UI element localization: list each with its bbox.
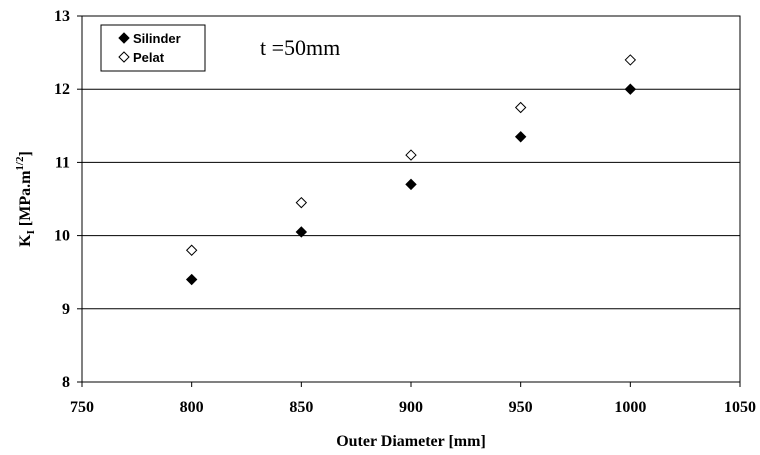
x-tick-label: 950 xyxy=(509,399,533,416)
pelat-point xyxy=(295,196,308,209)
y-tick-label: 10 xyxy=(54,228,70,245)
x-tick-label: 1000 xyxy=(614,399,646,416)
x-tick-label: 900 xyxy=(399,399,423,416)
y-axis-title-k-sub: I xyxy=(25,230,37,234)
legend-box xyxy=(100,24,206,72)
y-tick-label: 12 xyxy=(54,81,70,98)
y-axis-title-unit-sup: 1/2 xyxy=(14,156,26,171)
x-tick-labels: 750 800 850 900 950 1000 1050 xyxy=(70,382,756,416)
pelat-point xyxy=(185,244,198,256)
silinder-point xyxy=(295,226,308,238)
x-tick-label: 850 xyxy=(289,399,313,416)
y-tick-label: 13 xyxy=(54,8,70,25)
y-axis-title-k: K xyxy=(17,234,34,247)
y-tick-label: 9 xyxy=(62,301,70,318)
y-axis-title-close: ] xyxy=(17,151,34,156)
y-tick-label: 8 xyxy=(62,374,70,391)
legend-marker-silinder xyxy=(118,32,130,44)
silinder-point xyxy=(624,83,637,95)
y-axis-title-unit: [MPa.m xyxy=(17,170,34,230)
legend-label-pelat: Pelat xyxy=(133,50,165,65)
x-axis-title: Outer Diameter [mm] xyxy=(336,433,486,450)
pelat-point xyxy=(405,149,417,161)
y-tick-labels: 8 9 10 11 12 13 xyxy=(54,8,82,391)
thickness-annotation: t =50mm xyxy=(260,35,340,60)
silinder-point xyxy=(514,131,527,143)
silinder-point xyxy=(185,273,198,286)
data-points xyxy=(185,54,637,286)
x-tick-label: 1050 xyxy=(724,399,756,416)
pelat-point xyxy=(514,101,527,114)
legend-marker-pelat xyxy=(118,51,130,63)
x-tick-label: 750 xyxy=(70,399,94,416)
legend-label-silinder: Silinder xyxy=(133,31,181,46)
y-axis-title: KI [MPa.m1/2] xyxy=(14,151,37,247)
silinder-point xyxy=(405,178,417,191)
x-tick-label: 800 xyxy=(180,399,204,416)
legend: Silinder Pelat xyxy=(100,24,206,72)
pelat-point xyxy=(624,54,637,66)
y-tick-label: 11 xyxy=(55,154,70,171)
